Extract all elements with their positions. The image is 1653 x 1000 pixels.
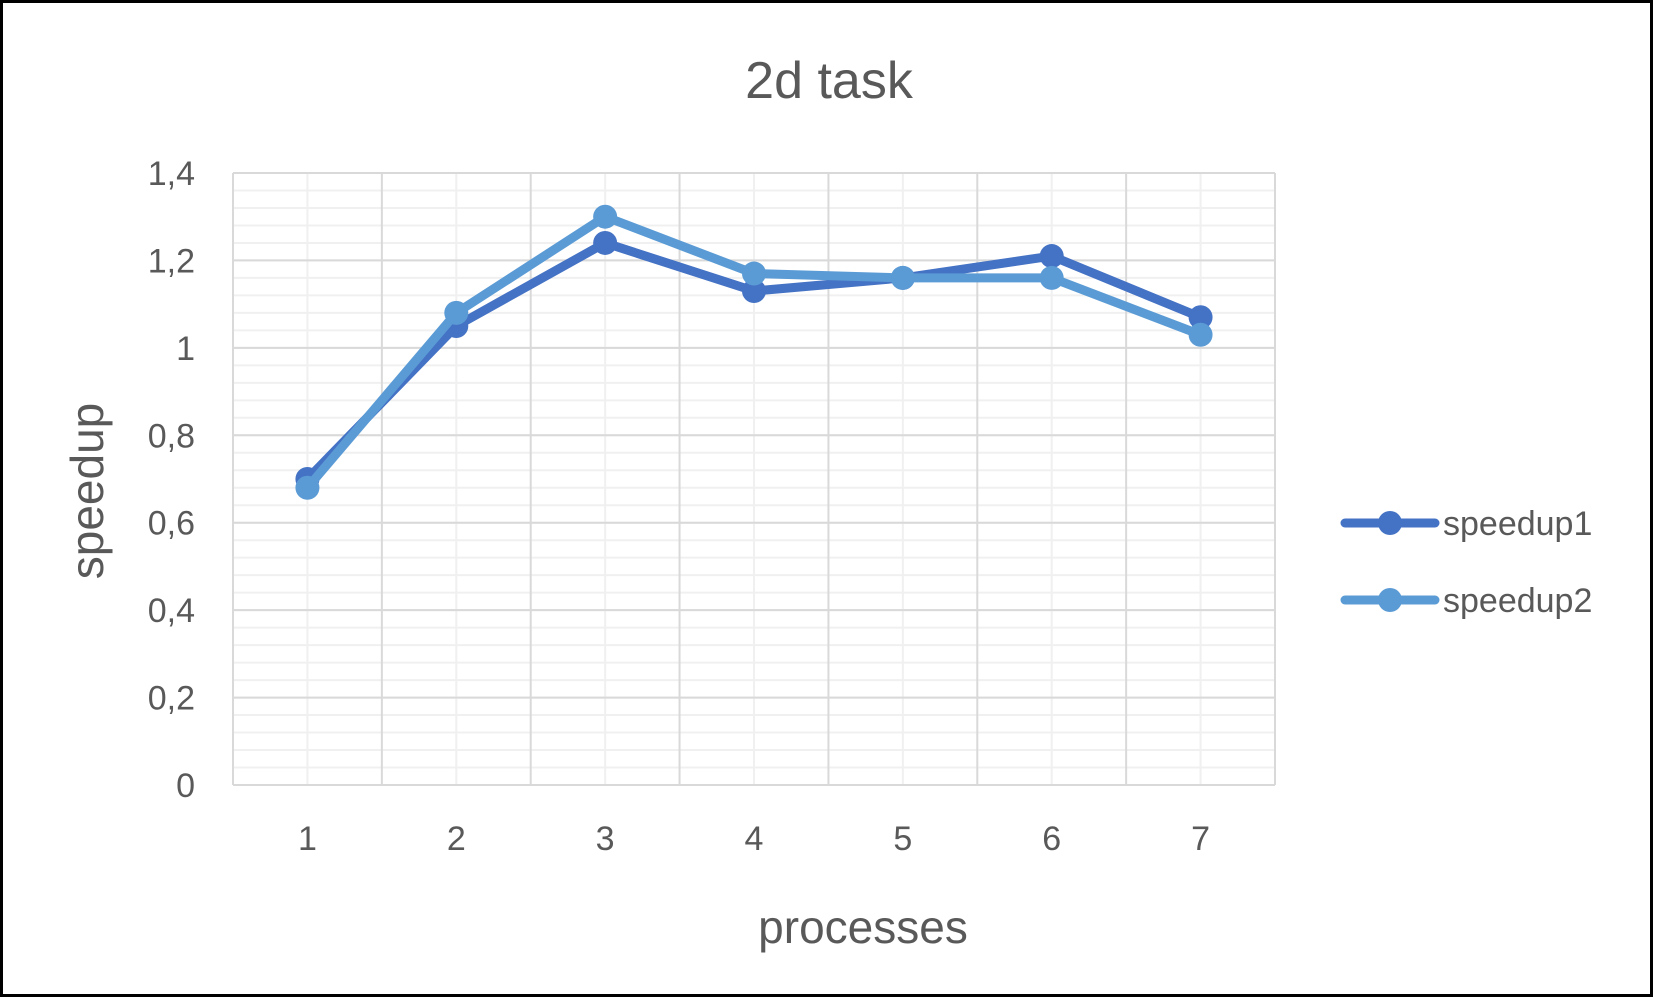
line-chart: 2d task 0 0,2 0,4 0,6 0,8 1 1,2 1,4 1 2 3 4 5 6 7 pro… (61, 52, 1592, 953)
data-point (593, 204, 618, 229)
data-point (1188, 322, 1213, 347)
data-point (1039, 265, 1064, 290)
legend-label: speedup2 (1443, 582, 1592, 620)
chart-title: 2d task (745, 52, 914, 110)
series-group (295, 204, 1213, 500)
x-axis-ticks: 1 2 3 4 5 6 7 (298, 820, 1210, 858)
x-tick-label: 7 (1191, 820, 1210, 858)
y-tick-label: 1 (176, 330, 195, 368)
y-tick-label: 1,2 (148, 242, 195, 280)
y-tick-label: 0,4 (148, 592, 195, 630)
x-tick-label: 1 (298, 820, 317, 858)
data-point (444, 300, 469, 325)
legend-marker (1378, 511, 1402, 535)
x-tick-label: 6 (1042, 820, 1061, 858)
series-speedup2 (295, 204, 1213, 500)
legend: speedup1 speedup2 (1340, 505, 1592, 620)
x-tick-label: 2 (447, 820, 466, 858)
legend-label: speedup1 (1443, 505, 1592, 543)
data-point (742, 279, 766, 304)
y-axis-ticks: 0 0,2 0,4 0,6 0,8 1 1,2 1,4 (148, 155, 195, 805)
legend-item: speedup2 (1340, 582, 1592, 620)
data-point (295, 475, 320, 500)
x-tick-label: 5 (893, 820, 912, 858)
y-tick-label: 1,4 (148, 155, 195, 193)
y-tick-label: 0 (176, 767, 195, 805)
legend-marker (1378, 588, 1402, 612)
data-point (1039, 244, 1064, 269)
x-tick-label: 4 (745, 820, 764, 858)
data-point (742, 261, 766, 286)
data-point (593, 230, 618, 255)
y-axis-title: speedup (61, 403, 113, 580)
y-tick-label: 0,8 (148, 417, 195, 455)
y-tick-label: 0,6 (148, 505, 195, 543)
x-axis-title: processes (758, 901, 968, 953)
data-point (1188, 305, 1213, 330)
grid (232, 172, 1276, 786)
x-tick-label: 3 (596, 820, 615, 858)
data-point (890, 265, 915, 290)
legend-item: speedup1 (1340, 505, 1592, 543)
y-tick-label: 0,2 (148, 680, 195, 718)
